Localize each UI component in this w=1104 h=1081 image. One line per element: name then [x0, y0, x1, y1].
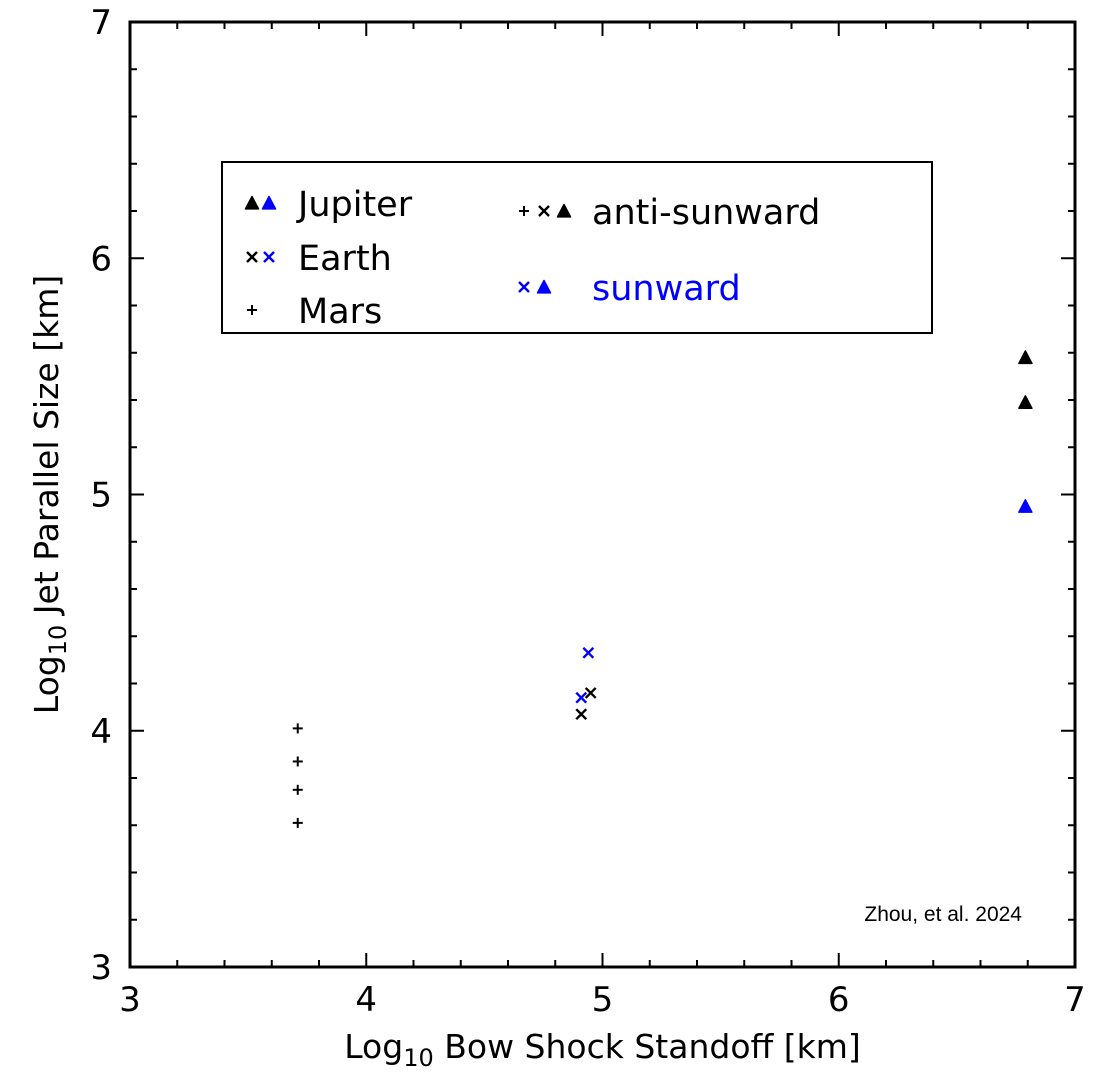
legend-sunward-marker	[518, 281, 530, 293]
x-tick-label: 6	[828, 980, 850, 1020]
x-axis-label-subscript: 10	[403, 1044, 434, 1072]
legend-anti-sunward-marker	[556, 203, 572, 218]
legend-box	[221, 161, 933, 334]
legend: Jupiter Earth Mars anti-sunward sunward	[221, 161, 933, 334]
mars-anti-sunward-point	[292, 817, 303, 828]
y-axis-label-prefix: Log	[27, 655, 66, 714]
data-points	[292, 350, 1033, 828]
y-tick-label: 3	[90, 948, 112, 988]
y-tick-label: 7	[90, 3, 112, 43]
legend-earth-marker	[246, 251, 258, 263]
legend-jupiter-marker	[261, 195, 277, 210]
earth-anti-sunward-point	[575, 708, 588, 721]
y-tick-label: 6	[90, 239, 112, 279]
x-axis-label: Log10 Bow Shock Standoff [km]	[344, 1027, 861, 1072]
legend-label-jupiter: Jupiter	[296, 185, 413, 225]
y-axis-label-rest: Jet Parallel Size [km]	[27, 275, 66, 625]
earth-sunward-point	[575, 691, 588, 704]
legend-anti-sunward-marker	[538, 205, 550, 217]
mars-anti-sunward-point	[292, 756, 303, 767]
y-tick-label: 5	[90, 476, 112, 516]
x-tick-label: 3	[119, 980, 141, 1020]
legend-label-earth: Earth	[298, 239, 392, 279]
legend-mars-marker	[247, 305, 257, 315]
x-axis-label-rest: Bow Shock Standoff [km]	[434, 1027, 861, 1066]
legend-label-sunward: sunward	[592, 269, 741, 309]
x-tick-label: 5	[592, 980, 614, 1020]
legend-label-mars: Mars	[298, 292, 382, 332]
earth-sunward-point	[582, 646, 595, 659]
jupiter-anti-sunward-point	[1018, 395, 1033, 409]
jupiter-sunward-point	[1018, 499, 1033, 513]
legend-label-anti-sunward: anti-sunward	[592, 193, 820, 233]
tick-labels: 3 4 5 6 7 3 4 5 6 7	[90, 3, 1085, 1020]
jupiter-anti-sunward-point	[1018, 350, 1033, 365]
legend-sunward-marker	[536, 279, 552, 294]
x-axis-label-prefix: Log	[344, 1027, 403, 1066]
citation-annotation: Zhou, et al. 2024	[864, 903, 1022, 926]
x-tick-label: 4	[355, 980, 377, 1020]
mars-anti-sunward-point	[292, 723, 303, 734]
earth-anti-sunward-point	[584, 687, 597, 699]
x-tick-label: 7	[1064, 980, 1086, 1020]
plot-frame	[128, 20, 1077, 969]
y-axis-label-subscript: 10	[44, 625, 72, 656]
legend-anti-sunward-marker	[519, 206, 529, 216]
y-axis-label: Log10 Jet Parallel Size [km]	[27, 275, 72, 714]
legend-earth-marker	[263, 251, 275, 263]
y-tick-label: 4	[90, 712, 112, 752]
mars-anti-sunward-point	[292, 784, 303, 795]
legend-jupiter-marker	[244, 195, 260, 210]
